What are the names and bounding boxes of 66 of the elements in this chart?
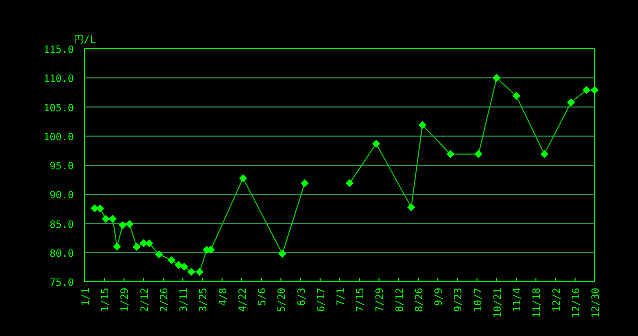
x-tick-label: 3/25 — [198, 288, 210, 312]
x-tick-label: 11/18 — [532, 288, 544, 318]
y-tick-label: 115.0 — [44, 45, 74, 56]
point — [113, 243, 122, 252]
point — [474, 150, 483, 158]
point — [174, 261, 183, 270]
y-tick-label: 100.0 — [44, 132, 74, 144]
point — [187, 268, 196, 276]
x-tick-label: 8/12 — [394, 288, 406, 312]
x-tick-label: 7/15 — [356, 288, 367, 312]
point — [126, 220, 134, 228]
x-tick-label: 9/9 — [434, 288, 446, 306]
point — [239, 174, 248, 182]
x-tick-label: 12/16 — [571, 288, 582, 318]
x-tick-label: 4/8 — [218, 288, 230, 306]
point — [582, 86, 591, 94]
y-tick-label: 75.0 — [50, 278, 74, 289]
x-tick-label: 5/6 — [258, 288, 269, 306]
y-tick-label: 85.0 — [50, 220, 74, 231]
x-tick-label: 2/26 — [159, 288, 170, 312]
point — [102, 215, 110, 224]
y-tick-label: 95.0 — [50, 162, 74, 172]
point — [132, 243, 141, 252]
point — [372, 140, 380, 148]
x-tick-label: 10/7 — [473, 288, 484, 312]
point — [346, 180, 354, 188]
x-tick-label: 7/1 — [336, 288, 347, 306]
x-tick-label: 10/21 — [492, 288, 504, 318]
point — [90, 204, 99, 213]
x-tick-label: 3/11 — [179, 288, 190, 312]
point — [140, 240, 148, 248]
x-tick-label: 1/1 — [81, 288, 92, 306]
point — [418, 121, 427, 130]
y-tick-label: 80.0 — [50, 248, 74, 260]
x-tick-label: 8/26 — [414, 288, 426, 312]
x-tick-label: 6/17 — [316, 288, 328, 312]
x-tick-label: 12/2 — [552, 288, 563, 312]
point — [168, 256, 176, 264]
x-tick-label: 7/29 — [375, 288, 386, 312]
x-tick-label: 12/30 — [591, 288, 602, 318]
y-axis-title: 円/L — [74, 35, 96, 46]
y-tick-label: 105.0 — [44, 103, 74, 114]
point — [118, 221, 127, 230]
x-tick-label: 11/4 — [512, 288, 524, 312]
x-tick-label: 1/29 — [120, 288, 132, 312]
point — [567, 98, 576, 107]
point — [540, 150, 549, 158]
point — [512, 92, 521, 100]
point — [196, 268, 204, 276]
y-tick-label: 90.0 — [50, 190, 74, 202]
point — [155, 250, 164, 259]
x-tick-label: 6/3 — [296, 288, 308, 306]
x-tick-label: 2/12 — [140, 288, 151, 312]
point — [591, 86, 599, 94]
point — [492, 74, 501, 82]
point — [180, 262, 188, 271]
point — [407, 203, 416, 212]
point — [300, 180, 309, 188]
y-tick-label: 110.0 — [44, 74, 74, 86]
point — [109, 215, 118, 224]
point — [278, 250, 287, 258]
x-tick-label: 1/15 — [100, 288, 112, 312]
x-tick-label: 9/23 — [454, 288, 465, 312]
point — [446, 150, 455, 158]
x-tick-label: 5/20 — [277, 288, 288, 312]
x-tick-label: 4/22 — [238, 288, 249, 312]
